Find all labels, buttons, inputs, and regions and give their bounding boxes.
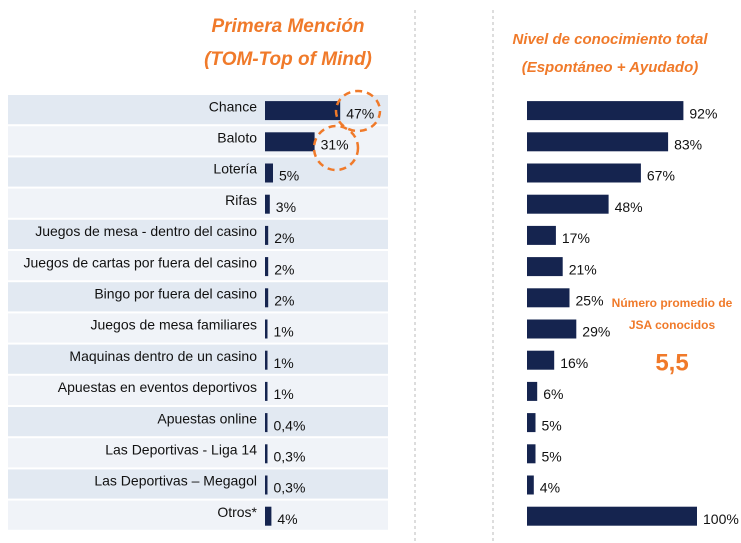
category-label: Maquinas dentro de un casino: [69, 348, 257, 364]
value-label: 1%: [274, 355, 294, 371]
category-label: Bingo por fuera del casino: [94, 286, 257, 302]
category-label: Otros*: [217, 504, 257, 520]
value-label: 2%: [274, 261, 294, 277]
value-label: 83%: [674, 137, 702, 153]
category-label: Juegos de mesa - dentro del casino: [35, 223, 257, 239]
value-label: 47%: [346, 105, 374, 121]
row-stripe: [8, 500, 388, 530]
category-label: Juegos de cartas por fuera del casino: [24, 254, 258, 270]
bar: [527, 194, 609, 214]
row-stripe: [8, 407, 388, 437]
category-label: Baloto: [217, 130, 257, 146]
row-stripe: [8, 469, 388, 499]
bar: [527, 163, 641, 183]
bar: [265, 444, 268, 464]
category-label: Las Deportivas – Megagol: [94, 473, 257, 489]
bar: [527, 475, 534, 495]
value-label: 2%: [274, 230, 294, 246]
value-label: 92%: [689, 105, 717, 121]
bar: [265, 101, 341, 121]
bar: [527, 413, 536, 433]
bar: [527, 132, 669, 152]
bar: [265, 475, 268, 495]
title: (Espontáneo + Ayudado): [522, 59, 699, 76]
bar: [527, 319, 577, 339]
bar: [265, 163, 273, 183]
annotation: Número promedio de: [612, 296, 733, 310]
bar: [527, 350, 555, 370]
bar: [527, 381, 538, 401]
value-label: 4%: [277, 511, 297, 527]
value-label: 0,3%: [274, 449, 306, 465]
row-stripe: [8, 126, 388, 156]
highlight: [312, 124, 360, 172]
category-label: Chance: [209, 98, 257, 114]
value-label: 4%: [540, 480, 560, 496]
value-label: 16%: [560, 355, 588, 371]
title: Primera Mención: [211, 16, 364, 37]
category-label: Las Deportivas - Liga 14: [105, 442, 257, 458]
bar: [527, 257, 563, 277]
bar: [527, 288, 570, 308]
bar: [527, 444, 536, 464]
bar: [265, 319, 268, 339]
bar: [265, 257, 269, 277]
value-label: 0,4%: [274, 417, 306, 433]
title: (TOM-Top of Mind): [204, 49, 372, 70]
bar: [265, 132, 315, 152]
value-label: 48%: [615, 199, 643, 215]
bar: [265, 225, 269, 245]
row-stripe: [8, 438, 388, 468]
value-label: 17%: [562, 230, 590, 246]
value-label: 3%: [276, 199, 296, 215]
category-label: Lotería: [213, 161, 257, 177]
value-label: 67%: [647, 168, 675, 184]
row-stripe: [8, 188, 388, 218]
category-label: Juegos de mesa familiares: [90, 317, 257, 333]
row-stripe: [8, 375, 388, 405]
value-label: 29%: [582, 324, 610, 340]
value-label: 5%: [542, 449, 562, 465]
bar: [265, 194, 270, 214]
bar: [265, 288, 269, 308]
category-label: Rifas: [225, 192, 257, 208]
value-label: 1%: [274, 386, 294, 402]
row-stripe: [8, 344, 388, 374]
row-stripe: [8, 313, 388, 343]
category-label: Apuestas online: [157, 410, 257, 426]
value-label: 2%: [274, 293, 294, 309]
row-stripe: [8, 157, 388, 187]
value-label: 0,3%: [274, 480, 306, 496]
annotation: JSA conocidos: [629, 318, 716, 332]
row-stripe: [8, 219, 388, 249]
bar: [265, 506, 272, 526]
row-stripe: [8, 282, 388, 312]
bar: [527, 225, 556, 245]
category-label: Apuestas en eventos deportivos: [58, 379, 257, 395]
bar: [527, 101, 684, 121]
bar: [265, 350, 268, 370]
bar: [265, 381, 268, 401]
highlight: [334, 89, 382, 133]
value-label: 31%: [321, 137, 349, 153]
annotation: 5,5: [655, 349, 688, 376]
value-label: 100%: [703, 511, 739, 527]
value-label: 6%: [543, 386, 563, 402]
row-stripe: [8, 251, 388, 281]
value-label: 5%: [542, 417, 562, 433]
value-label: 25%: [576, 293, 604, 309]
value-label: 1%: [274, 324, 294, 340]
value-label: 5%: [279, 168, 299, 184]
value-label: 21%: [569, 261, 597, 277]
bar: [265, 413, 268, 433]
title: Nivel de conocimiento total: [512, 31, 708, 48]
bar: [527, 506, 697, 526]
